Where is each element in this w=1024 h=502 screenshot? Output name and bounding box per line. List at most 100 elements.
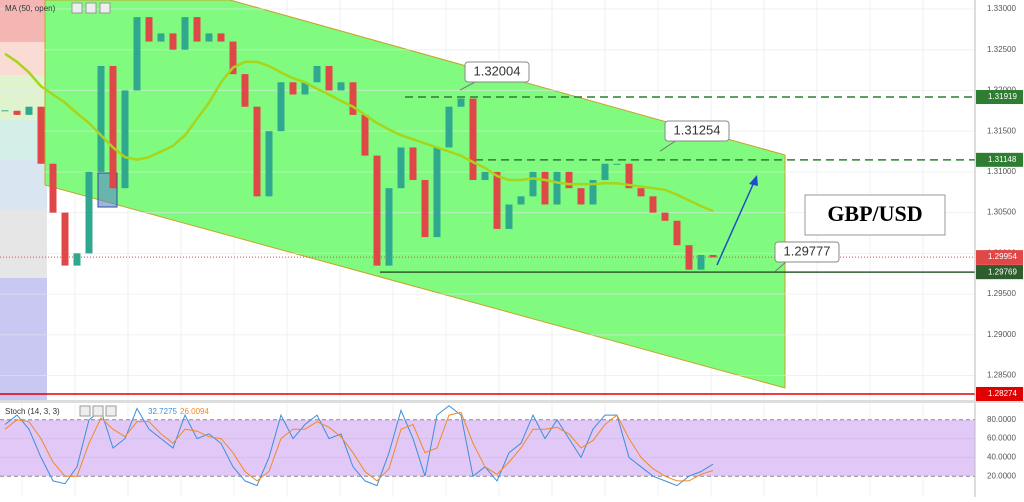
candle bbox=[553, 171, 561, 205]
y-tick-label: 60.0000 bbox=[987, 434, 1016, 443]
candle bbox=[277, 82, 285, 132]
candle bbox=[313, 65, 321, 83]
candle bbox=[445, 106, 453, 148]
candle bbox=[649, 196, 657, 213]
callouts: 1.32004 1.31254 1.29777 bbox=[459, 61, 840, 272]
candle bbox=[325, 65, 333, 91]
price-tag-label: 1.29769 bbox=[988, 267, 1017, 276]
callout-pointer bbox=[774, 260, 788, 272]
candle bbox=[133, 17, 141, 91]
pane-divider bbox=[0, 400, 1024, 403]
candle bbox=[265, 131, 273, 197]
candle bbox=[289, 82, 297, 95]
indicator-title: MA (50, open) bbox=[5, 4, 56, 13]
candle bbox=[205, 33, 213, 42]
callout-box bbox=[774, 241, 840, 263]
y-tick-label: 1.31500 bbox=[987, 126, 1016, 135]
candle bbox=[661, 212, 669, 221]
callout-box bbox=[664, 120, 730, 142]
price-tag bbox=[976, 250, 1023, 265]
fib-zones bbox=[0, 0, 47, 400]
price-tag-label: 1.31919 bbox=[988, 92, 1017, 101]
stoch-band bbox=[0, 419, 975, 477]
candle bbox=[673, 220, 681, 246]
candle bbox=[697, 254, 705, 270]
arrow bbox=[716, 179, 756, 266]
price-tag-label: 1.28274 bbox=[988, 389, 1017, 398]
candle bbox=[241, 74, 249, 107]
candle bbox=[73, 253, 81, 266]
price-tag bbox=[976, 265, 1023, 280]
candle bbox=[565, 171, 573, 189]
candle bbox=[61, 212, 69, 266]
candle bbox=[433, 147, 441, 238]
icon[interactable] bbox=[99, 2, 111, 14]
candle bbox=[85, 171, 93, 254]
candle bbox=[493, 171, 501, 229]
axis-labels: 1.330001.325001.320001.315001.310001.305… bbox=[976, 4, 1023, 480]
candle bbox=[481, 171, 489, 181]
callout-label: 1.29777 bbox=[784, 243, 831, 258]
icon[interactable] bbox=[92, 405, 104, 417]
icon[interactable] bbox=[71, 2, 83, 14]
candle bbox=[193, 17, 201, 42]
candle bbox=[601, 163, 609, 181]
y-tick-label: 1.28500 bbox=[987, 371, 1016, 380]
stoch-k-value: 32.7275 bbox=[148, 407, 177, 416]
callout-pointer bbox=[459, 80, 478, 91]
candle bbox=[613, 163, 621, 165]
icon[interactable] bbox=[85, 2, 97, 14]
stoch-line bbox=[4, 405, 714, 487]
price-tag bbox=[976, 386, 1023, 401]
candle bbox=[121, 90, 129, 189]
y-tick-label: 1.33000 bbox=[987, 4, 1016, 13]
icon[interactable] bbox=[79, 405, 91, 417]
zone bbox=[0, 42, 47, 75]
y-tick-label: 1.31000 bbox=[987, 167, 1016, 176]
candle bbox=[709, 254, 717, 258]
candle bbox=[541, 171, 549, 205]
icon[interactable] bbox=[105, 405, 117, 417]
candle bbox=[421, 180, 429, 238]
candle bbox=[385, 188, 393, 266]
candle bbox=[589, 180, 597, 205]
candle bbox=[229, 41, 237, 75]
price-tag bbox=[976, 90, 1023, 105]
levels bbox=[0, 96, 975, 395]
candle bbox=[13, 110, 21, 115]
candle bbox=[625, 163, 633, 189]
ma-line bbox=[4, 52, 714, 213]
candle bbox=[157, 33, 165, 42]
price-tag-label: 1.31148 bbox=[988, 155, 1017, 164]
candle bbox=[529, 171, 537, 197]
candle bbox=[145, 17, 153, 42]
zone bbox=[0, 160, 47, 210]
y-tick-label: 40.0000 bbox=[987, 453, 1016, 462]
price-tag-label: 1.29954 bbox=[988, 252, 1017, 261]
candle bbox=[637, 188, 645, 197]
candle bbox=[109, 65, 117, 189]
candle bbox=[97, 65, 105, 172]
grid bbox=[0, 8, 975, 477]
marks bbox=[1, 17, 717, 487]
candle bbox=[337, 82, 345, 91]
candle bbox=[301, 82, 309, 95]
candle bbox=[253, 106, 261, 197]
y-tick-label: 1.30500 bbox=[987, 208, 1016, 217]
callout-pointer bbox=[659, 139, 678, 152]
y-tick-label: 80.0000 bbox=[987, 415, 1016, 424]
zone bbox=[0, 278, 47, 400]
callout-box bbox=[464, 61, 530, 83]
y-tick-label: 1.29000 bbox=[987, 330, 1016, 339]
callout-label: 1.31254 bbox=[674, 122, 721, 137]
stoch-title: Stoch (14, 3, 3) bbox=[5, 407, 60, 416]
candle bbox=[169, 33, 177, 50]
candle bbox=[361, 114, 369, 156]
price-axis bbox=[975, 0, 1024, 497]
arrowhead bbox=[749, 175, 758, 186]
pair-label: GBP/USD bbox=[827, 201, 922, 226]
y-tick-label: 1.32500 bbox=[987, 45, 1016, 54]
candle bbox=[409, 147, 417, 181]
